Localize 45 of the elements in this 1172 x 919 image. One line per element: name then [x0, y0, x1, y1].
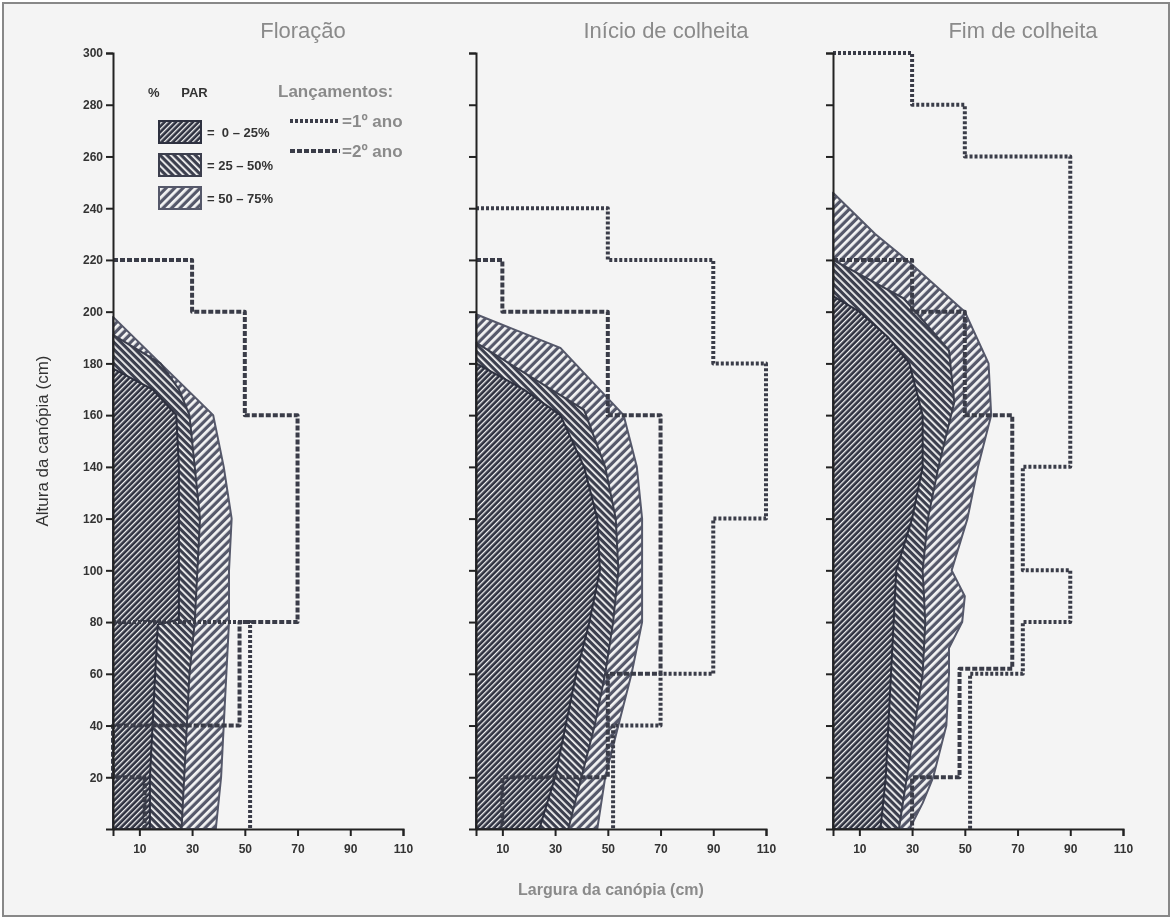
x-tick-label: 50 [601, 842, 616, 857]
x-tick-label: 110 [1113, 842, 1134, 857]
chart-title: Início de colheita [583, 18, 750, 43]
legend-title: % PAR [148, 85, 209, 100]
y-tick-label: 200 [82, 305, 104, 320]
y-tick-label: 180 [82, 356, 104, 371]
x-tick-label: 30 [548, 842, 563, 857]
legend-label: = 25 – 50% [207, 158, 274, 173]
x-tick-label: 50 [958, 842, 973, 857]
y-tick-label: 80 [89, 615, 104, 630]
y-tick-label: 120 [82, 511, 104, 526]
x-tick-label: 90 [1064, 842, 1078, 857]
legend-label: = 0 – 25% [207, 125, 270, 140]
x-tick-label: 30 [905, 842, 920, 857]
y-tick-label: 240 [82, 201, 104, 216]
y-tick-label: 100 [82, 563, 104, 578]
x-tick-label: 90 [707, 842, 721, 857]
legend-label: =2º ano [342, 142, 403, 161]
annotation: Lançamentos: [278, 82, 394, 101]
x-tick-label: 110 [756, 842, 777, 857]
x-tick-label: 70 [291, 842, 306, 857]
y-tick-label: 20 [89, 770, 104, 785]
x-tick-label: 90 [344, 842, 358, 857]
y-axis-title: Altura da canópia (cm) [33, 355, 52, 527]
x-tick-label: 110 [393, 842, 414, 857]
chart-title: Floração [260, 18, 346, 43]
x-tick-label: 30 [185, 842, 200, 857]
y-tick-label: 300 [82, 46, 104, 61]
x-tick-label: 70 [1011, 842, 1026, 857]
y-tick-label: 260 [82, 149, 104, 164]
y-tick-label: 160 [82, 408, 104, 423]
y-tick-label: 40 [89, 718, 104, 733]
x-tick-label: 10 [496, 842, 510, 857]
x-tick-label: 70 [654, 842, 669, 857]
legend-label: =1º ano [342, 112, 403, 131]
x-tick-label: 10 [133, 842, 147, 857]
x-axis-title: Largura da canópia (cm) [518, 881, 704, 898]
x-tick-label: 50 [238, 842, 253, 857]
y-tick-label: 140 [82, 460, 104, 475]
y-tick-label: 280 [82, 98, 104, 113]
y-tick-label: 60 [89, 667, 104, 682]
chart-title: Fim de colheita [948, 18, 1099, 43]
y-tick-label: 220 [82, 253, 104, 268]
x-tick-label: 10 [853, 842, 867, 857]
legend-label: = 50 – 75% [207, 191, 274, 206]
